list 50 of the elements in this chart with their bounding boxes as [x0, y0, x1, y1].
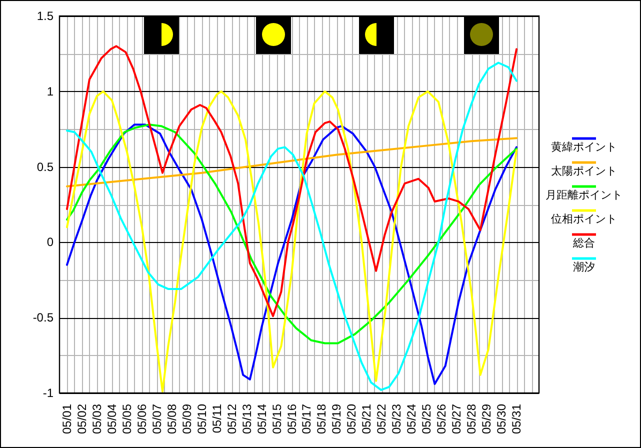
x-tick-label: 05/23: [390, 404, 404, 434]
x-tick-label: 05/19: [330, 404, 344, 434]
legend-label: 太陽ポイント: [551, 164, 617, 178]
x-tick-label: 05/25: [420, 404, 434, 434]
x-tick-label: 05/09: [180, 404, 194, 434]
y-tick-label: 0: [46, 235, 54, 250]
legend-label: 黄緯ポイント: [551, 140, 617, 154]
x-tick-label: 05/13: [240, 404, 254, 434]
x-tick-label: 05/01: [60, 404, 74, 434]
x-tick-label: 05/16: [284, 404, 299, 434]
legend-label: 総合: [572, 236, 595, 250]
y-tick-label: 1.5: [36, 9, 54, 23]
y-tick-label: 0.5: [36, 160, 54, 174]
x-tick-label: 05/11: [210, 404, 224, 434]
legend-label: 潮汐: [573, 260, 595, 274]
x-tick-label: 05/07: [150, 404, 164, 434]
legend-label: 月距離ポイント: [546, 190, 622, 202]
x-tick-label: 05/10: [194, 404, 209, 434]
y-tick-label: -0.5: [32, 310, 54, 325]
x-tick-label: 05/29: [480, 404, 494, 434]
legend-item: 太陽ポイント: [551, 161, 617, 178]
legend-item: 総合: [572, 233, 596, 250]
x-tick-label: 05/30: [494, 404, 509, 434]
x-tick-label: 05/05: [120, 404, 134, 434]
y-tick-label: 1: [46, 84, 54, 98]
x-tick-label: 05/28: [464, 404, 479, 434]
x-tick-label: 05/26: [434, 404, 449, 434]
legend-item: 位相ポイント: [551, 209, 617, 226]
legend-item: 月距離ポイント: [546, 185, 622, 202]
x-tick-label: 05/24: [404, 404, 419, 434]
x-tick-label: 05/06: [134, 404, 149, 434]
x-tick-label: 05/17: [300, 404, 314, 434]
x-tick-label: 05/12: [224, 404, 239, 434]
x-tick-label: 05/27: [450, 404, 464, 434]
x-tick-label: 05/04: [104, 404, 119, 434]
x-tick-label: 05/03: [90, 404, 104, 434]
legend-item: 黄緯ポイント: [551, 137, 617, 154]
x-tick-label: 05/22: [374, 404, 389, 434]
legend-label: 位相ポイント: [551, 212, 617, 226]
x-tick-label: 05/21: [360, 404, 374, 434]
x-tick-label: 05/20: [344, 404, 359, 434]
x-tick-label: 05/08: [164, 404, 179, 434]
x-tick-label: 05/02: [74, 404, 89, 434]
legend-item: 潮汐: [572, 257, 596, 274]
x-tick-label: 05/31: [510, 404, 524, 434]
x-tick-label: 05/14: [254, 404, 269, 434]
line-series: [66, 137, 518, 188]
x-tick-label: 05/15: [270, 404, 284, 434]
y-tick-label: -1: [42, 386, 54, 400]
x-tick-label: 05/18: [314, 404, 329, 434]
